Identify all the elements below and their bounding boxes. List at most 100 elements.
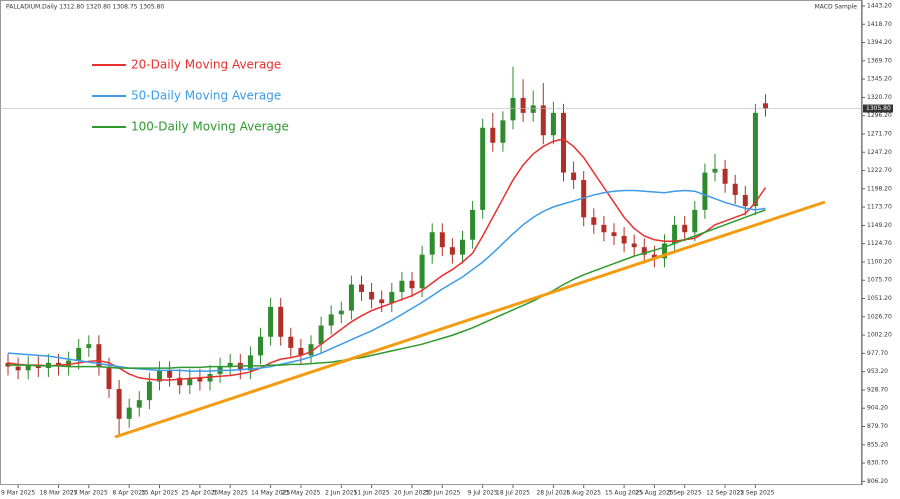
candle-body <box>611 232 617 236</box>
ma-line <box>8 209 766 369</box>
candle-body <box>288 336 294 348</box>
x-tick-label: 3 Sep 2025 <box>668 490 702 497</box>
candle-body <box>540 105 546 136</box>
y-tick-label: 1345.20 <box>867 76 892 83</box>
y-tick-label: 1100.20 <box>867 258 892 265</box>
marks <box>5 66 768 436</box>
candle-body <box>278 306 284 337</box>
candle-body <box>187 377 193 386</box>
x-tick-label: 25 Apr 2025 <box>181 490 218 497</box>
candle-body <box>167 370 173 378</box>
y-tick-label: 928.70 <box>867 386 888 393</box>
y-tick-label: 1149.20 <box>867 222 892 229</box>
x-tick-label: 18 Jul 2025 <box>496 490 530 497</box>
y-tick-label: 1173.70 <box>867 204 892 211</box>
candle-body <box>268 306 274 337</box>
candle-body <box>247 355 253 371</box>
candle-body <box>25 365 31 371</box>
candle-body <box>672 224 678 244</box>
candle-body <box>500 120 506 143</box>
trend-line <box>114 200 826 439</box>
candle-body <box>752 112 758 207</box>
y-tick-label: 1320.70 <box>867 94 892 101</box>
last-price-label: 1305.80 <box>866 105 891 112</box>
candle-body <box>682 224 688 233</box>
y-tick-label: 1296.20 <box>867 112 892 119</box>
candle-body <box>157 370 162 382</box>
candle-body <box>490 127 496 143</box>
candle-body <box>692 209 698 233</box>
x-tick-label: 23 May 2025 <box>281 490 320 497</box>
candle-body <box>550 112 556 136</box>
x-tick-label: 27 Mar 2025 <box>70 490 108 497</box>
candle-body <box>227 362 233 367</box>
candle-body <box>389 291 395 304</box>
candle-body <box>136 400 142 408</box>
candle-body <box>651 254 657 259</box>
y-tick-label: 904.20 <box>867 405 888 412</box>
candle-body <box>449 247 455 255</box>
x-tick-label: 15 Aug 2025 <box>605 490 644 497</box>
x-tick-label: 12 Sep 2025 <box>706 490 744 497</box>
x-tick-label: 14 May 2025 <box>251 490 290 497</box>
candle-body <box>631 243 637 248</box>
indicator-name: MACD Sample <box>815 4 858 11</box>
y-tick-label: 1051.20 <box>867 295 892 302</box>
y-tick-label: 1002.20 <box>867 332 892 339</box>
candle-body <box>126 407 132 419</box>
candle-body <box>116 388 122 419</box>
candle-body <box>742 194 748 207</box>
candle-body <box>369 291 375 300</box>
legend-label: 50-Daily Moving Average <box>131 89 281 103</box>
x-tick-label: 25 Aug 2025 <box>635 490 674 497</box>
candle-body <box>571 172 577 181</box>
candle-body <box>662 243 667 259</box>
x-tick-label: 15 Apr 2025 <box>141 490 178 497</box>
x-tick-label: 5 May 2025 <box>213 490 248 497</box>
legend-label: 100-Daily Moving Average <box>131 120 289 134</box>
candle-body <box>480 127 486 210</box>
candle-body <box>732 183 738 195</box>
y-tick-label: 1394.20 <box>867 39 892 46</box>
x-tick-label: 30 Jun 2025 <box>424 490 460 497</box>
y-tick-label: 1075.70 <box>867 277 892 284</box>
candle-body <box>763 103 768 109</box>
y-tick-label: 806.20 <box>867 478 888 485</box>
x-tick-label: 9 Mar 2025 <box>1 490 35 497</box>
y-tick-label: 1418.70 <box>867 21 892 28</box>
y-tick-label: 830.70 <box>867 460 888 467</box>
candle-body <box>399 280 405 292</box>
candle-body <box>520 97 526 113</box>
candle-body <box>641 247 647 255</box>
candle-body <box>146 381 152 401</box>
ma-line <box>7 138 767 381</box>
candle-body <box>460 239 465 255</box>
x-tick-label: 20 Jun 2025 <box>394 490 430 497</box>
chart-title: PALLADIUM,Daily 1312.80 1320.80 1308.75 … <box>6 4 164 11</box>
candle-body <box>86 344 92 348</box>
y-tick-label: 1198.20 <box>867 185 892 192</box>
candle-body <box>702 172 708 210</box>
x-tick-label: 6 Aug 2025 <box>566 490 601 497</box>
candle-body <box>379 299 385 304</box>
y-tick-label: 855.20 <box>867 441 888 448</box>
candle-body <box>106 366 112 389</box>
x-tick-label: 18 Mar 2025 <box>39 490 77 497</box>
y-tick-label: 1369.70 <box>867 57 892 64</box>
x-tick-label: 22 Sep 2025 <box>736 490 774 497</box>
y-tick-label: 1443.20 <box>867 3 892 10</box>
y-tick-label: 879.70 <box>867 423 888 430</box>
x-tick-label: 8 Apr 2025 <box>113 490 146 497</box>
candle-body <box>359 284 364 292</box>
candle-body <box>96 344 102 367</box>
y-tick-label: 1271.70 <box>867 130 892 137</box>
x-tick-label: 28 Jul 2025 <box>536 490 570 497</box>
candle-body <box>308 344 314 356</box>
candle-body <box>409 280 415 289</box>
candle-body <box>470 209 476 240</box>
candle-body <box>439 232 445 248</box>
candle-body <box>722 168 728 184</box>
x-tick-label: 11 Jun 2025 <box>354 490 390 497</box>
candle-body <box>621 235 627 244</box>
